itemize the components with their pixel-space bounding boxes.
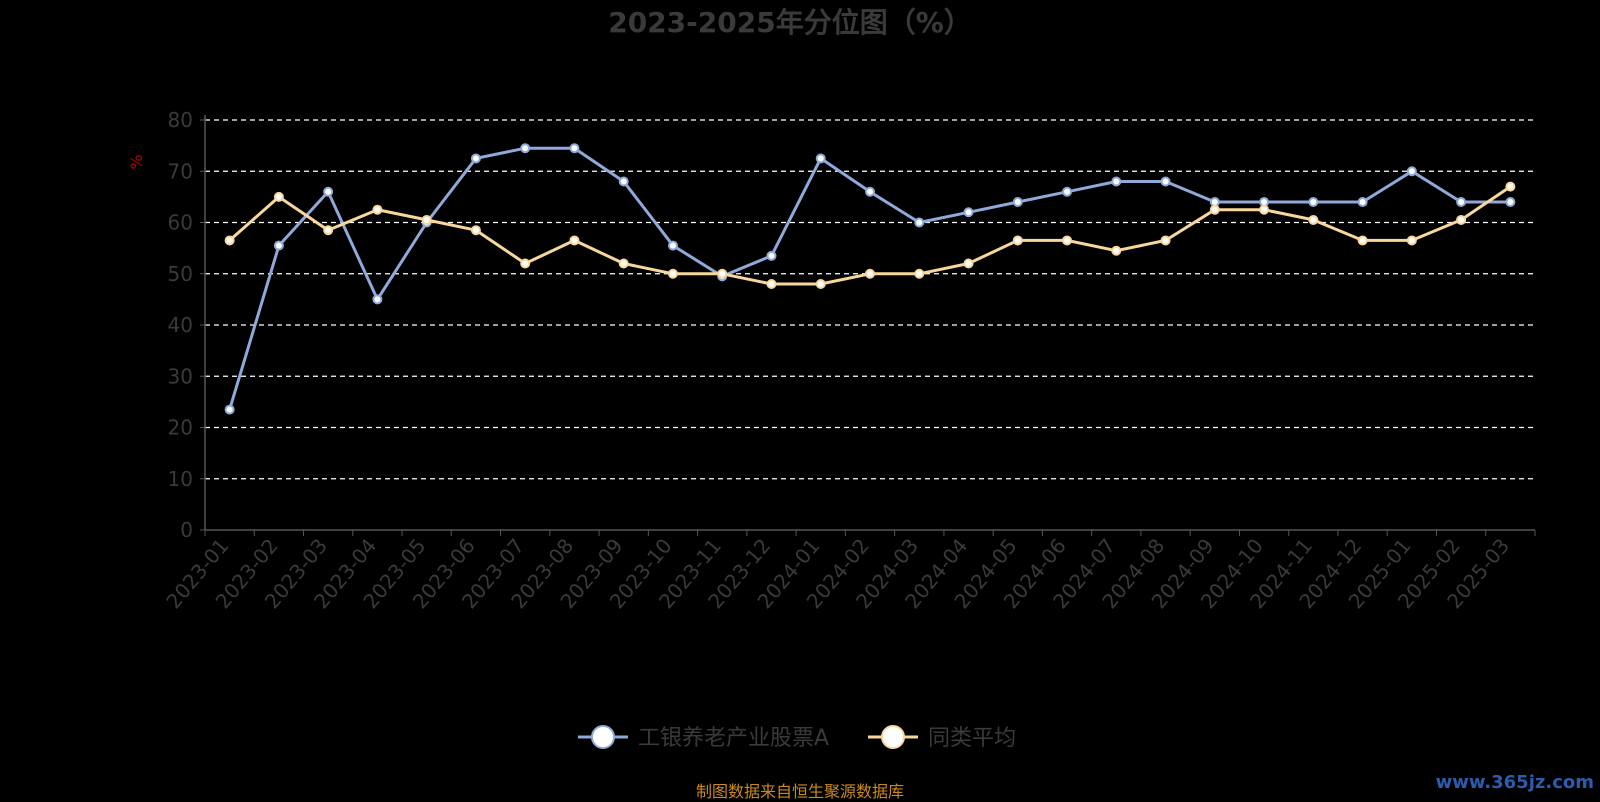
data-point [1357, 197, 1368, 207]
data-point [914, 217, 925, 228]
y-tick-label: 20 [168, 416, 193, 440]
data-point [1012, 235, 1023, 246]
watermark[interactable]: www.365jz.com [1435, 772, 1594, 793]
data-point [1406, 235, 1417, 246]
data-point [520, 143, 531, 154]
data-point [1160, 176, 1171, 187]
data-point [224, 235, 235, 246]
data-point [1259, 204, 1270, 215]
data-point [1160, 235, 1171, 246]
data-point [1505, 181, 1516, 192]
y-tick-label: 10 [168, 467, 193, 491]
y-tick-label: 70 [168, 159, 193, 183]
data-point [865, 268, 875, 279]
data-point [1062, 235, 1073, 246]
data-point [372, 294, 383, 305]
data-point [569, 235, 580, 246]
data-point [667, 240, 678, 251]
data-point [372, 204, 383, 215]
y-tick-label: 80 [168, 108, 193, 132]
y-axis-unit: % [127, 154, 146, 169]
data-point [1456, 197, 1467, 207]
data-point [1308, 197, 1319, 207]
data-point [865, 186, 875, 197]
data-point [273, 240, 284, 251]
data-point [667, 268, 678, 279]
legend-marker [881, 725, 905, 749]
data-point [1012, 197, 1023, 207]
data-point [224, 404, 235, 415]
data-point [618, 258, 629, 269]
data-point [1406, 166, 1417, 177]
data-point [470, 225, 481, 236]
data-point [766, 250, 777, 261]
data-point [323, 186, 334, 197]
y-tick-label: 60 [168, 211, 193, 235]
data-point [1456, 214, 1467, 225]
y-tick-label: 50 [168, 262, 193, 286]
data-point [1308, 214, 1319, 225]
data-point [717, 268, 728, 279]
data-point [273, 191, 284, 202]
series-points [224, 143, 1516, 415]
data-point [914, 268, 925, 279]
data-point [470, 153, 481, 164]
chart-title: 2023-2025年分位图（%） [608, 6, 972, 39]
data-point [1111, 245, 1122, 256]
data-source-note: 制图数据来自恒生聚源数据库 [695, 782, 904, 801]
data-point [815, 153, 826, 164]
grid [205, 119, 1535, 480]
data-point [421, 214, 432, 225]
ticks: 010203040506070802023-012023-022023-0320… [161, 108, 1536, 613]
data-point [766, 279, 777, 289]
data-point [1209, 204, 1220, 215]
y-tick-label: 40 [168, 313, 193, 337]
legend-marker [591, 725, 615, 749]
y-tick-label: 0 [180, 518, 193, 542]
data-point [1111, 176, 1122, 187]
legend-label: 工银养老产业股票A [638, 726, 829, 751]
data-point [323, 225, 334, 236]
legend[interactable]: 工银养老产业股票A 同类平均 [578, 725, 1016, 751]
data-point [1062, 186, 1073, 197]
data-point [963, 207, 974, 218]
data-point [815, 279, 826, 289]
legend-label: 同类平均 [928, 726, 1016, 751]
data-point [1357, 235, 1368, 246]
data-point [963, 258, 974, 269]
y-tick-label: 30 [168, 364, 193, 388]
axes [204, 115, 1535, 531]
data-point [569, 143, 580, 154]
data-point [520, 258, 531, 269]
data-point [618, 176, 629, 187]
data-point [1505, 197, 1516, 207]
